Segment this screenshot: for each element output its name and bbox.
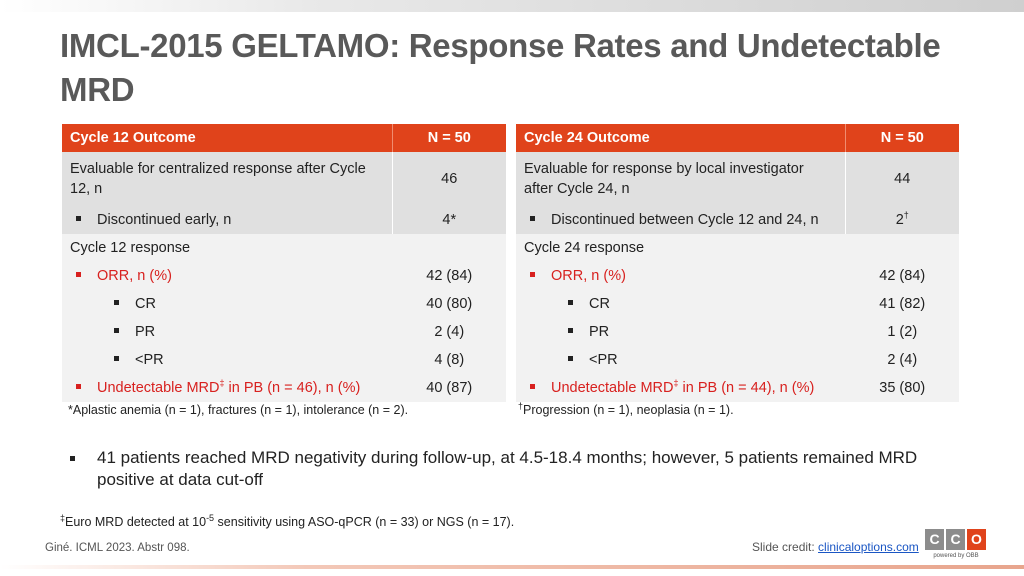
row-value: 40 (80)	[391, 290, 506, 318]
bullet-icon	[530, 383, 535, 389]
row-value: 2 (4)	[391, 318, 506, 346]
table-row: <PR 4 (8)	[62, 346, 506, 374]
table-row: PR 1 (2)	[516, 318, 959, 346]
cycle-24-table: Cycle 24 Outcome N = 50 Evaluable for re…	[516, 124, 959, 402]
row-label-suffix: in PB (n = 44), n (%)	[678, 380, 815, 396]
key-finding-bullet: 41 patients reached MRD negativity durin…	[70, 447, 970, 491]
dagger-mark: †	[903, 210, 909, 221]
bullet-icon	[76, 215, 81, 221]
row-value: 46	[391, 152, 506, 206]
cco-logo: C C O powered by OBB	[925, 529, 987, 559]
row-value: 1 (2)	[844, 318, 959, 346]
table-row: ORR, n (%) 42 (84)	[62, 262, 506, 290]
left-table-footnote: *Aplastic anemia (n = 1), fractures (n =…	[68, 403, 409, 417]
header-label: Cycle 24 Outcome	[516, 124, 845, 152]
row-label: CR	[135, 296, 156, 312]
credit-prefix: Slide credit:	[752, 540, 819, 554]
table-row: ORR, n (%) 42 (84)	[516, 262, 959, 290]
row-label-main: Undetectable MRD	[97, 380, 220, 396]
bullet-icon	[568, 327, 573, 333]
table-row: Discontinued between Cycle 12 and 24, n …	[516, 206, 959, 234]
bullet-icon	[568, 355, 573, 361]
table-row: Discontinued early, n 4*	[62, 206, 506, 234]
logo-tagline: powered by OBB	[933, 553, 979, 559]
header-label: Cycle 12 Outcome	[62, 124, 392, 152]
mrd-footnote: ‡Euro MRD detected at 10-5 sensitivity u…	[60, 512, 515, 529]
logo-letter-o: O	[967, 529, 986, 550]
table-row: Cycle 12 response	[62, 234, 506, 262]
row-label-main: Undetectable MRD	[551, 380, 674, 396]
dagger-mark: †	[518, 400, 524, 411]
row-value: 44	[844, 152, 959, 206]
row-value	[391, 234, 506, 262]
slide-title: IMCL-2015 GELTAMO: Response Rates and Un…	[60, 27, 941, 108]
row-value: 42 (84)	[844, 262, 959, 290]
double-dagger-mark: ‡	[219, 378, 225, 389]
table-row: Cycle 24 response	[516, 234, 959, 262]
row-label: Evaluable for centralized response after…	[62, 152, 392, 206]
bullet-icon	[530, 271, 535, 277]
table-row: <PR 2 (4)	[516, 346, 959, 374]
right-table-footnote: †Progression (n = 1), neoplasia (n = 1).	[518, 400, 734, 417]
logo-letter-c1: C	[925, 529, 944, 550]
row-value: 4 (8)	[391, 346, 506, 374]
mrd-footnote-text-end: sensitivity using ASO-qPCR (n = 33) or N…	[214, 515, 515, 529]
slide-credit: Slide credit: clinicaloptions.com	[752, 540, 919, 554]
bullet-icon	[114, 355, 119, 361]
mrd-footnote-text: Euro MRD detected at 10	[65, 515, 207, 529]
top-gradient-bar	[0, 0, 1024, 12]
bottom-accent-bar	[0, 565, 1024, 569]
row-value: 2 (4)	[844, 346, 959, 374]
row-label: Cycle 24 response	[516, 234, 845, 262]
table-header-row: Cycle 24 Outcome N = 50	[516, 124, 959, 152]
table-row: Evaluable for response by local investig…	[516, 152, 959, 206]
row-label: Evaluable for response by local investig…	[516, 152, 845, 206]
citation: Giné. ICML 2023. Abstr 098.	[45, 542, 190, 554]
row-label: CR	[589, 296, 610, 312]
exponent: -5	[206, 512, 215, 523]
row-value: 35 (80)	[844, 374, 959, 402]
bullet-icon	[530, 215, 535, 221]
bullet-icon	[70, 456, 75, 461]
table-header-row: Cycle 12 Outcome N = 50	[62, 124, 506, 152]
row-label: PR	[135, 324, 156, 340]
row-label: <PR	[589, 352, 618, 368]
bullet-icon	[114, 327, 119, 333]
table-row: PR 2 (4)	[62, 318, 506, 346]
double-dagger-mark: ‡	[673, 378, 679, 389]
row-label: Discontinued early, n	[97, 212, 232, 228]
table-row: CR 40 (80)	[62, 290, 506, 318]
footnote-text: Progression (n = 1), neoplasia (n = 1).	[523, 403, 734, 417]
row-value: 4*	[391, 206, 506, 234]
row-value: 2	[895, 212, 904, 228]
header-value: N = 50	[391, 124, 506, 152]
row-value: 42 (84)	[391, 262, 506, 290]
bullet-icon	[76, 271, 81, 277]
table-row: Evaluable for centralized response after…	[62, 152, 506, 206]
row-label: Cycle 12 response	[62, 234, 392, 262]
row-label-suffix: in PB (n = 46), n (%)	[224, 380, 361, 396]
row-label: Discontinued between Cycle 12 and 24, n	[551, 212, 819, 228]
table-row: Undetectable MRD‡ in PB (n = 46), n (%) …	[62, 374, 506, 402]
row-value: 40 (87)	[391, 374, 506, 402]
key-finding-text: 41 patients reached MRD negativity durin…	[97, 448, 918, 489]
bullet-icon	[76, 383, 81, 389]
cycle-12-table: Cycle 12 Outcome N = 50 Evaluable for ce…	[62, 124, 506, 402]
header-value: N = 50	[844, 124, 959, 152]
double-dagger-mark: ‡	[60, 512, 66, 523]
bullet-icon	[568, 299, 573, 305]
row-label: PR	[589, 324, 610, 340]
logo-letter-c2: C	[946, 529, 965, 550]
row-label: ORR, n (%)	[551, 268, 626, 284]
table-row: CR 41 (82)	[516, 290, 959, 318]
row-value: 41 (82)	[844, 290, 959, 318]
credit-link[interactable]: clinicaloptions.com	[818, 540, 919, 554]
row-label: <PR	[135, 352, 164, 368]
table-row: Undetectable MRD‡ in PB (n = 44), n (%) …	[516, 374, 959, 402]
bullet-icon	[114, 299, 119, 305]
row-label: ORR, n (%)	[97, 268, 172, 284]
row-value	[844, 234, 959, 262]
